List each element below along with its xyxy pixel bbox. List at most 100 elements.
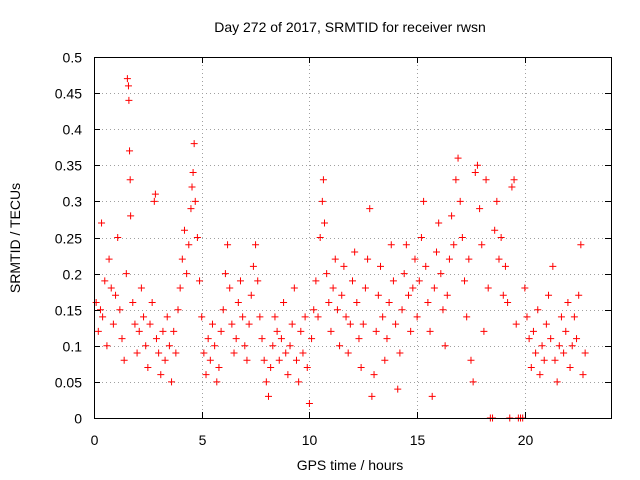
data-point xyxy=(422,262,430,270)
data-point xyxy=(349,277,356,285)
data-point xyxy=(239,313,247,321)
data-point xyxy=(219,306,227,314)
data-point xyxy=(258,335,266,343)
data-point xyxy=(579,371,587,379)
data-point xyxy=(124,82,132,90)
data-point xyxy=(282,349,290,357)
data-point xyxy=(344,349,352,357)
data-point xyxy=(469,378,477,386)
data-point xyxy=(529,327,537,335)
data-point xyxy=(374,291,382,299)
y-tick-label: 0 xyxy=(74,411,82,427)
data-point xyxy=(568,342,576,350)
data-point xyxy=(383,335,391,343)
data-point xyxy=(389,277,397,285)
data-point xyxy=(271,313,279,321)
data-point xyxy=(448,212,456,220)
data-point xyxy=(441,342,449,350)
data-point xyxy=(161,356,169,364)
data-point xyxy=(292,356,300,364)
data-point xyxy=(122,270,130,278)
data-point xyxy=(510,176,518,184)
data-point xyxy=(527,363,535,371)
data-point xyxy=(566,363,574,371)
data-point xyxy=(482,176,490,184)
data-point xyxy=(493,197,501,205)
data-point xyxy=(176,284,184,292)
data-point xyxy=(243,356,251,364)
data-point xyxy=(549,262,557,270)
data-point xyxy=(495,255,503,263)
y-tick-label: 0.5 xyxy=(63,50,83,66)
data-point xyxy=(301,313,309,321)
data-point xyxy=(249,262,257,270)
data-point xyxy=(547,335,555,343)
data-point xyxy=(394,385,402,393)
data-point xyxy=(198,313,206,321)
data-point xyxy=(116,306,124,314)
data-point xyxy=(463,313,471,321)
data-point xyxy=(155,349,163,357)
x-tick-label: 10 xyxy=(302,432,318,448)
data-point xyxy=(553,378,561,386)
data-point xyxy=(450,241,458,249)
data-point xyxy=(480,327,488,335)
data-point xyxy=(290,284,298,292)
data-point xyxy=(312,277,320,285)
data-point xyxy=(183,270,191,278)
data-point xyxy=(112,291,120,299)
data-point xyxy=(96,306,104,314)
data-point xyxy=(400,270,408,278)
data-point xyxy=(99,313,107,321)
data-point xyxy=(366,205,374,213)
data-point xyxy=(424,298,432,306)
data-point xyxy=(151,190,159,198)
data-point xyxy=(318,197,326,205)
data-point xyxy=(273,327,281,335)
data-point xyxy=(188,183,196,191)
data-point xyxy=(575,291,583,299)
data-point xyxy=(208,320,216,328)
data-point xyxy=(297,327,305,335)
x-axis-label: GPS time / hours xyxy=(297,457,404,473)
data-point xyxy=(392,320,400,328)
data-point xyxy=(109,320,117,328)
data-point xyxy=(491,226,499,234)
data-point xyxy=(140,313,148,321)
data-point xyxy=(525,335,533,343)
data-point xyxy=(305,400,313,408)
data-point xyxy=(501,262,509,270)
data-point xyxy=(275,356,283,364)
data-point xyxy=(467,356,475,364)
data-point xyxy=(353,298,361,306)
x-tick-label: 0 xyxy=(91,432,99,448)
data-point xyxy=(564,298,572,306)
data-point xyxy=(133,349,141,357)
data-point xyxy=(359,320,367,328)
data-point xyxy=(204,335,212,343)
data-point xyxy=(142,342,150,350)
data-point xyxy=(254,277,262,285)
data-point xyxy=(508,183,516,191)
x-tick-label: 20 xyxy=(518,432,534,448)
data-point xyxy=(211,342,219,350)
data-point xyxy=(126,147,134,155)
data-point xyxy=(152,335,160,343)
y-tick-label: 0.15 xyxy=(55,303,82,319)
data-point xyxy=(433,248,441,256)
data-point xyxy=(385,298,393,306)
x-axis-ticks: 0 5 10 15 20 xyxy=(91,57,534,448)
data-point xyxy=(499,291,507,299)
data-point xyxy=(413,313,421,321)
data-point xyxy=(170,327,178,335)
data-point xyxy=(377,262,385,270)
y-axis-ticks: 0 0.05 0.1 0.15 0.2 0.25 0.3 0.35 0.4 0.45 0.5 xyxy=(55,50,611,427)
data-point xyxy=(150,197,158,205)
data-point xyxy=(277,335,285,343)
data-point xyxy=(174,306,182,314)
data-point xyxy=(98,219,106,227)
data-point xyxy=(135,327,143,335)
data-point xyxy=(545,291,553,299)
data-point xyxy=(228,320,236,328)
data-point xyxy=(461,277,469,285)
